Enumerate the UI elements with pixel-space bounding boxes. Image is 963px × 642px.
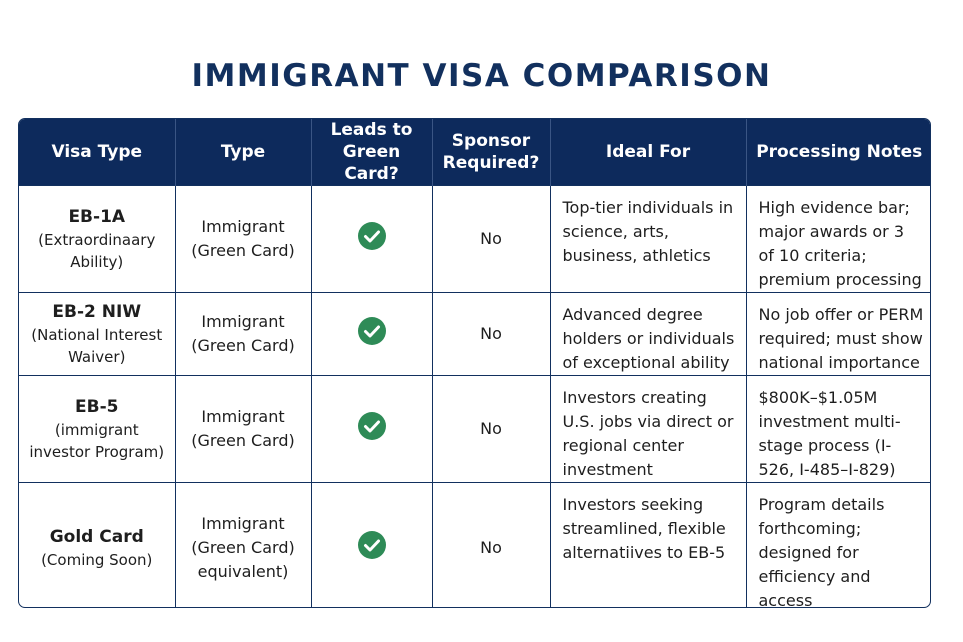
table-row: EB-2 NIW (National Interest Waiver) Immigr… <box>19 292 930 376</box>
table-row: EB-5 (immigrant investor Program) Immigran… <box>19 375 930 483</box>
ideal-cell: Top-tier individuals in science, arts, b… <box>550 185 747 293</box>
visa-note: (Coming Soon) <box>41 551 153 569</box>
header-cell: Ideal For <box>550 119 747 186</box>
check-icon <box>357 221 386 250</box>
header-cell: Sponsor Required? <box>432 119 551 186</box>
notes-cell: $800K–$1.05M investment multi-stage proc… <box>746 375 930 483</box>
title: IMMIGRANT VISA COMPARISON <box>191 58 772 94</box>
check-icon <box>357 530 386 559</box>
comparison-table: Visa Type Type Leads to Green Card? Sponsor… <box>19 119 930 607</box>
green-card-cell <box>311 482 433 607</box>
type-cell: Immigrant (Green Card) equivalent) <box>175 482 312 607</box>
notes-cell: High evidence bar; major awards or 3 of … <box>746 185 930 293</box>
header-cell: Processing Notes <box>746 119 930 186</box>
visa-note: (Extraordinaary Ability) <box>38 231 156 271</box>
sponsor-cell: No <box>432 482 551 607</box>
table-body: EB-1A (Extraordinaary Ability) Immigrant (… <box>19 185 930 607</box>
visa-cell: EB-5 (immigrant investor Program) <box>19 375 176 483</box>
visa-name: EB-2 NIW <box>52 302 142 322</box>
green-card-cell <box>311 375 433 483</box>
visa-cell: EB-1A (Extraordinaary Ability) <box>19 185 176 293</box>
green-card-cell <box>311 185 433 293</box>
green-card-cell <box>311 292 433 376</box>
table-frame: Visa Type Type Leads to Green Card? Sponsor… <box>18 118 931 608</box>
visa-note: (National Interest Waiver) <box>31 326 163 366</box>
type-cell: Immigrant (Green Card) <box>175 375 312 483</box>
notes-cell: No job offer or PERM required; must show… <box>746 292 930 376</box>
visa-name: Gold Card <box>49 527 144 547</box>
visa-cell: Gold Card (Coming Soon) <box>19 482 176 607</box>
notes-cell: Program details forthcoming; designed fo… <box>746 482 930 607</box>
check-icon <box>357 411 386 440</box>
ideal-cell: Investors seeking streamlined, flexible … <box>550 482 747 607</box>
ideal-cell: Advanced degree holders or individuals o… <box>550 292 747 376</box>
type-cell: Immigrant (Green Card) <box>175 292 312 376</box>
visa-name: EB-5 <box>75 397 119 417</box>
sponsor-cell: No <box>432 185 551 293</box>
header-cell: Leads to Green Card? <box>311 119 433 186</box>
visa-name: EB-1A <box>68 207 126 227</box>
visa-note: (immigrant investor Program) <box>29 421 165 461</box>
table-row: EB-1A (Extraordinaary Ability) Immigrant (… <box>19 185 930 293</box>
type-cell: Immigrant (Green Card) <box>175 185 312 293</box>
ideal-cell: Investors creating U.S. jobs via direct … <box>550 375 747 483</box>
visa-cell: EB-2 NIW (National Interest Waiver) <box>19 292 176 376</box>
table-row: Gold Card (Coming Soon) Immigrant (Green C… <box>19 482 930 607</box>
header-cell: Type <box>175 119 312 186</box>
sponsor-cell: No <box>432 292 551 376</box>
sponsor-cell: No <box>432 375 551 483</box>
header-row: Visa Type Type Leads to Green Card? Sponsor… <box>19 119 930 186</box>
check-icon <box>357 316 386 345</box>
header-cell: Visa Type <box>19 119 176 186</box>
